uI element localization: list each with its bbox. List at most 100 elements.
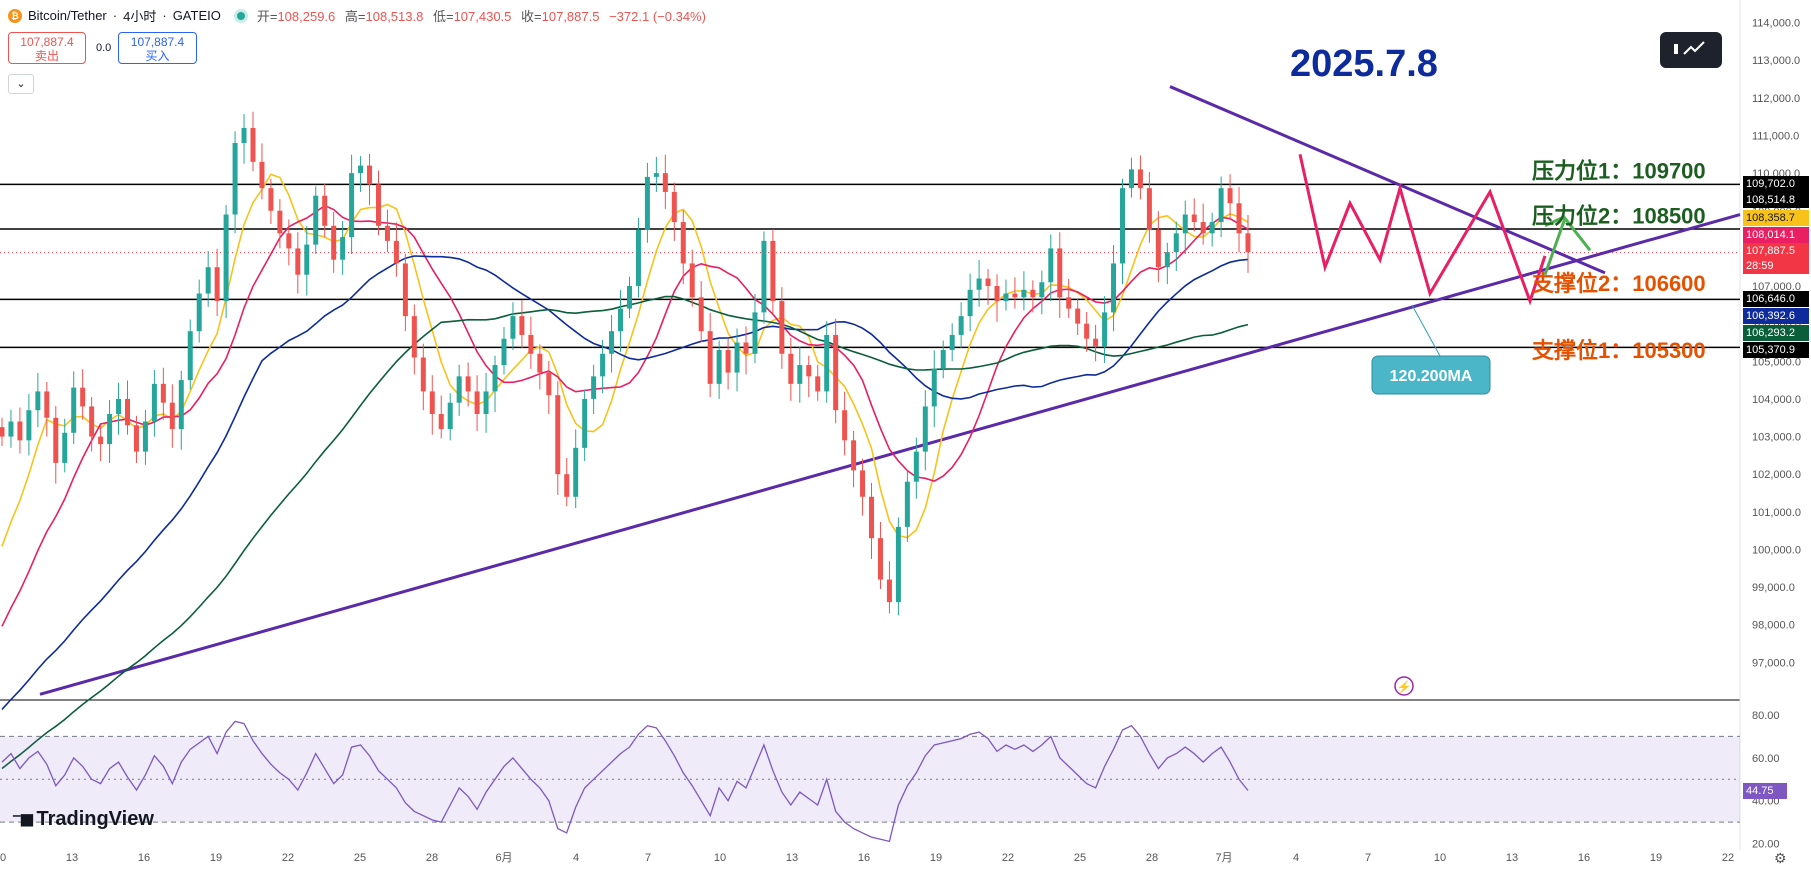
candle-body — [770, 240, 776, 302]
candle — [689, 249, 695, 307]
candle-body — [1245, 233, 1251, 253]
sell-button[interactable]: 107,887.4 卖出 — [8, 32, 86, 64]
candle-body — [797, 365, 803, 384]
candle-body — [1066, 297, 1072, 309]
price-tick-label: 102,000.0 — [1752, 469, 1801, 481]
candle — [1075, 299, 1081, 335]
candle-body — [393, 240, 399, 264]
candle — [940, 340, 946, 379]
candle — [618, 290, 624, 352]
candle-body — [940, 350, 946, 369]
candle-body — [788, 353, 794, 384]
candle-body — [564, 474, 570, 497]
collapse-chevron-icon[interactable]: ⌄ — [8, 74, 34, 94]
candle-body — [340, 237, 346, 260]
candle — [322, 184, 328, 238]
candle — [1236, 187, 1242, 253]
time-tick-label: 13 — [786, 852, 798, 864]
candle-body — [1218, 188, 1224, 223]
candle-body — [223, 214, 229, 302]
candle — [985, 269, 991, 305]
candle-body — [1164, 252, 1170, 268]
candle — [1012, 277, 1018, 309]
candle — [564, 458, 570, 507]
event-lightning-icon[interactable] — [1394, 676, 1414, 696]
ma-callout-box[interactable] — [1371, 355, 1491, 395]
candle — [662, 154, 668, 209]
candle-body — [546, 372, 552, 396]
support-2-label: 支撑位2：106600 — [1532, 271, 1706, 296]
candle-body — [1030, 289, 1036, 298]
candle — [313, 186, 319, 255]
candle-body — [241, 127, 247, 144]
candle — [26, 394, 32, 456]
candle-body — [1021, 289, 1027, 298]
candle — [331, 211, 337, 273]
projection-path[interactable] — [1298, 153, 1547, 306]
candle — [492, 355, 498, 413]
projection-arrow-green[interactable] — [1543, 215, 1592, 276]
candle-body — [510, 316, 516, 339]
candle-body — [913, 451, 919, 482]
candle-body — [62, 432, 68, 463]
candle — [429, 375, 435, 435]
candle — [1093, 324, 1099, 362]
time-tick-label: 16 — [138, 852, 150, 864]
descending-trendline[interactable] — [1169, 85, 1606, 275]
candle-body — [71, 387, 77, 433]
candle — [860, 458, 866, 516]
candle — [877, 521, 883, 589]
price-axis-label: 106,293.2 — [1743, 325, 1809, 341]
candle-body — [26, 410, 32, 441]
candle-body — [824, 334, 830, 392]
candle — [116, 382, 122, 435]
candle — [295, 232, 301, 294]
candle-body — [842, 410, 848, 441]
time-tick-label: 22 — [282, 852, 294, 864]
candle-body — [259, 161, 265, 189]
candle — [456, 364, 462, 416]
candle — [411, 304, 417, 375]
price-tick-label: 101,000.0 — [1752, 507, 1801, 519]
candle — [375, 170, 381, 236]
candle-body — [635, 229, 641, 287]
candle-body — [44, 391, 50, 418]
ma-blue-line — [1, 255, 1249, 710]
ascending-trendline[interactable] — [39, 213, 1741, 696]
candle-body — [133, 425, 139, 452]
price-axis-label: 108,358.7 — [1743, 210, 1809, 226]
candle — [967, 273, 973, 332]
candle-body — [851, 440, 857, 471]
candle — [438, 395, 444, 439]
candle — [833, 318, 839, 424]
candle-body — [743, 342, 749, 354]
candle-body — [107, 413, 113, 445]
time-tick-label: 4 — [1293, 852, 1299, 864]
candle-body — [922, 406, 928, 452]
price-axis-label: 28:59 — [1743, 258, 1809, 274]
time-tick-label: 10 — [0, 852, 6, 864]
buy-button[interactable]: 107,887.4 买入 — [118, 32, 197, 64]
candle-body — [1048, 248, 1054, 283]
candle — [44, 381, 50, 437]
candle — [609, 315, 615, 373]
candle — [528, 316, 534, 369]
candle-body — [626, 286, 632, 309]
price-axis-label: 105,370.9 — [1743, 342, 1809, 358]
candle — [842, 391, 848, 456]
candle — [913, 437, 919, 499]
rsi-tick-label: 60.00 — [1752, 753, 1780, 765]
price-tick-label: 104,000.0 — [1752, 394, 1801, 406]
interval-label[interactable]: 4小时 — [123, 9, 157, 24]
symbol-name[interactable]: Bitcoin/Tether — [28, 8, 107, 23]
time-tick-label: 10 — [1434, 852, 1446, 864]
candle — [922, 390, 928, 471]
candle — [537, 344, 543, 390]
candle — [1021, 271, 1027, 311]
quick-trade-tool-button[interactable] — [1660, 32, 1722, 68]
candle — [223, 205, 229, 319]
candle-body — [671, 191, 677, 223]
settings-gear-icon[interactable]: ⚙ — [1774, 850, 1787, 866]
